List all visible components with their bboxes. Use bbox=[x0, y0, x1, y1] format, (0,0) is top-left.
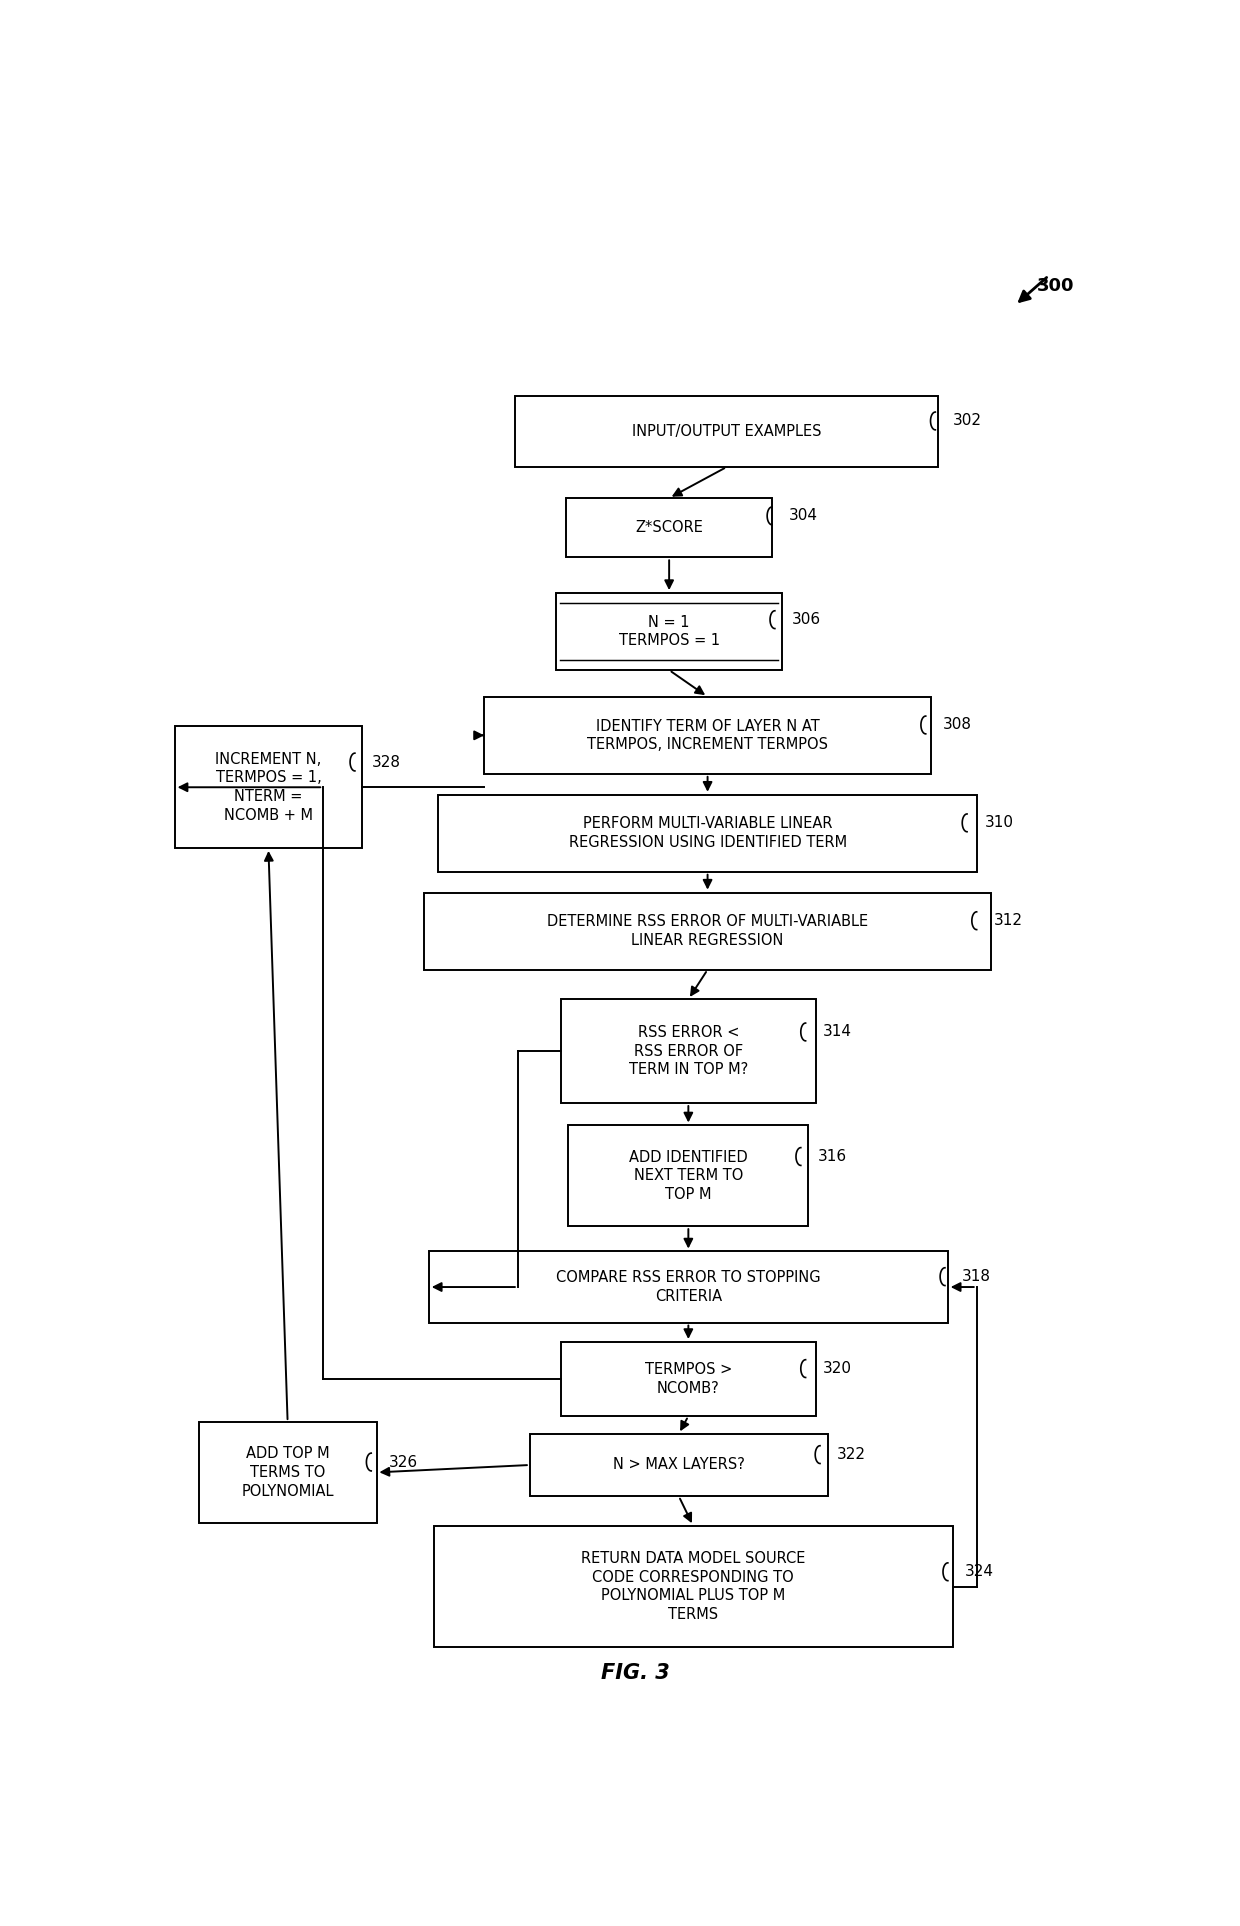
Text: 326: 326 bbox=[388, 1454, 418, 1470]
Text: N = 1
TERMPOS = 1: N = 1 TERMPOS = 1 bbox=[619, 614, 719, 649]
Text: 306: 306 bbox=[792, 612, 821, 628]
Text: FIG. 3: FIG. 3 bbox=[601, 1662, 670, 1683]
Text: RETURN DATA MODEL SOURCE
CODE CORRESPONDING TO
POLYNOMIAL PLUS TOP M
TERMS: RETURN DATA MODEL SOURCE CODE CORRESPOND… bbox=[582, 1550, 805, 1622]
Text: 300: 300 bbox=[1037, 277, 1075, 295]
Text: 304: 304 bbox=[789, 508, 818, 524]
FancyBboxPatch shape bbox=[484, 697, 931, 774]
Text: 314: 314 bbox=[823, 1025, 852, 1040]
Text: Z*SCORE: Z*SCORE bbox=[635, 520, 703, 535]
FancyBboxPatch shape bbox=[175, 726, 362, 847]
FancyBboxPatch shape bbox=[429, 1252, 947, 1323]
FancyBboxPatch shape bbox=[424, 892, 991, 969]
Text: INCREMENT N,
TERMPOS = 1,
NTERM =
NCOMB + M: INCREMENT N, TERMPOS = 1, NTERM = NCOMB … bbox=[216, 751, 321, 822]
Text: ADD TOP M
TERMS TO
POLYNOMIAL: ADD TOP M TERMS TO POLYNOMIAL bbox=[242, 1446, 334, 1498]
Text: 324: 324 bbox=[965, 1564, 994, 1579]
Text: 322: 322 bbox=[837, 1446, 867, 1462]
FancyBboxPatch shape bbox=[439, 795, 977, 872]
Text: 308: 308 bbox=[942, 718, 972, 732]
Text: 328: 328 bbox=[372, 755, 402, 770]
FancyBboxPatch shape bbox=[560, 1342, 816, 1416]
FancyBboxPatch shape bbox=[529, 1433, 828, 1497]
Text: IDENTIFY TERM OF LAYER N AT
TERMPOS, INCREMENT TERMPOS: IDENTIFY TERM OF LAYER N AT TERMPOS, INC… bbox=[587, 718, 828, 753]
Text: 318: 318 bbox=[962, 1269, 991, 1285]
FancyBboxPatch shape bbox=[198, 1421, 377, 1523]
FancyBboxPatch shape bbox=[568, 1125, 808, 1227]
Text: INPUT/OUTPUT EXAMPLES: INPUT/OUTPUT EXAMPLES bbox=[632, 424, 822, 439]
FancyBboxPatch shape bbox=[516, 395, 939, 466]
Text: 320: 320 bbox=[823, 1362, 852, 1375]
FancyBboxPatch shape bbox=[434, 1525, 952, 1647]
Text: 310: 310 bbox=[985, 815, 1013, 830]
Text: RSS ERROR <
RSS ERROR OF
TERM IN TOP M?: RSS ERROR < RSS ERROR OF TERM IN TOP M? bbox=[629, 1025, 748, 1077]
Text: ADD IDENTIFIED
NEXT TERM TO
TOP M: ADD IDENTIFIED NEXT TERM TO TOP M bbox=[629, 1150, 748, 1202]
Text: N > MAX LAYERS?: N > MAX LAYERS? bbox=[613, 1458, 745, 1473]
Text: TERMPOS >
NCOMB?: TERMPOS > NCOMB? bbox=[645, 1362, 732, 1396]
Text: PERFORM MULTI-VARIABLE LINEAR
REGRESSION USING IDENTIFIED TERM: PERFORM MULTI-VARIABLE LINEAR REGRESSION… bbox=[568, 817, 847, 849]
Text: 302: 302 bbox=[952, 414, 982, 428]
Text: DETERMINE RSS ERROR OF MULTI-VARIABLE
LINEAR REGRESSION: DETERMINE RSS ERROR OF MULTI-VARIABLE LI… bbox=[547, 915, 868, 948]
Text: COMPARE RSS ERROR TO STOPPING
CRITERIA: COMPARE RSS ERROR TO STOPPING CRITERIA bbox=[556, 1271, 821, 1304]
FancyBboxPatch shape bbox=[557, 593, 782, 670]
Text: 316: 316 bbox=[818, 1150, 847, 1163]
Text: 312: 312 bbox=[994, 913, 1023, 928]
FancyBboxPatch shape bbox=[560, 1000, 816, 1104]
FancyBboxPatch shape bbox=[565, 499, 773, 557]
